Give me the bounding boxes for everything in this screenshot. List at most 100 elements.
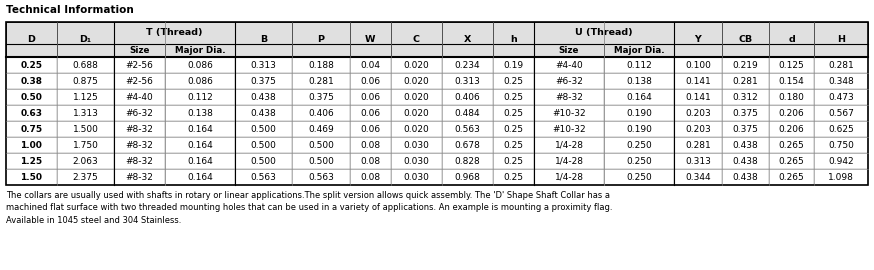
Text: 0.312: 0.312 xyxy=(732,93,759,102)
Text: D: D xyxy=(27,35,35,44)
Bar xyxy=(441,137,493,153)
Text: #8-32: #8-32 xyxy=(126,173,154,181)
Bar xyxy=(604,153,674,169)
Text: 0.100: 0.100 xyxy=(685,60,711,69)
Bar xyxy=(814,57,868,73)
Bar xyxy=(114,153,165,169)
Bar xyxy=(604,89,674,105)
Text: T (Thread): T (Thread) xyxy=(146,29,203,38)
Bar xyxy=(6,153,57,169)
Bar xyxy=(235,89,292,105)
Text: 0.06: 0.06 xyxy=(360,76,380,86)
Text: #8-32: #8-32 xyxy=(126,140,154,150)
Bar xyxy=(674,153,722,169)
Text: 0.203: 0.203 xyxy=(685,109,711,117)
Bar xyxy=(493,22,534,57)
Text: #10-32: #10-32 xyxy=(552,109,586,117)
Bar xyxy=(722,73,769,89)
Bar xyxy=(493,105,534,121)
Bar xyxy=(722,89,769,105)
Text: 0.141: 0.141 xyxy=(685,76,711,86)
Text: 0.112: 0.112 xyxy=(626,60,652,69)
Bar xyxy=(769,121,814,137)
Text: 0.438: 0.438 xyxy=(732,173,759,181)
Text: 0.25: 0.25 xyxy=(503,157,524,166)
Text: 0.281: 0.281 xyxy=(732,76,759,86)
Bar xyxy=(235,73,292,89)
Text: #2-56: #2-56 xyxy=(126,60,154,69)
Bar xyxy=(534,169,604,185)
Text: 0.250: 0.250 xyxy=(626,173,652,181)
Bar xyxy=(57,22,114,57)
Text: 0.265: 0.265 xyxy=(779,173,805,181)
Bar xyxy=(114,44,165,57)
Text: 0.250: 0.250 xyxy=(626,140,652,150)
Text: 0.438: 0.438 xyxy=(732,157,759,166)
Bar xyxy=(814,153,868,169)
Text: The collars are usually used with shafts in rotary or linear applications.The sp: The collars are usually used with shafts… xyxy=(6,191,613,225)
Bar xyxy=(350,89,391,105)
Text: 2.375: 2.375 xyxy=(73,173,99,181)
Text: 0.25: 0.25 xyxy=(503,109,524,117)
Text: 0.50: 0.50 xyxy=(20,93,42,102)
Bar xyxy=(350,169,391,185)
Bar xyxy=(814,105,868,121)
Text: #6-32: #6-32 xyxy=(126,109,154,117)
Bar xyxy=(493,57,534,73)
Text: 0.500: 0.500 xyxy=(308,157,334,166)
Bar xyxy=(493,121,534,137)
Text: 0.164: 0.164 xyxy=(187,157,213,166)
Bar xyxy=(534,105,604,121)
Text: 0.344: 0.344 xyxy=(685,173,711,181)
Text: 0.406: 0.406 xyxy=(454,93,480,102)
Bar xyxy=(292,153,350,169)
Bar xyxy=(534,73,604,89)
Bar xyxy=(292,57,350,73)
Text: 0.313: 0.313 xyxy=(251,60,276,69)
Bar xyxy=(604,73,674,89)
Bar xyxy=(114,22,235,44)
Bar xyxy=(441,105,493,121)
Text: 0.348: 0.348 xyxy=(828,76,854,86)
Bar xyxy=(165,153,235,169)
Bar xyxy=(534,89,604,105)
Text: 0.828: 0.828 xyxy=(454,157,480,166)
Bar xyxy=(441,121,493,137)
Text: 0.75: 0.75 xyxy=(20,124,43,133)
Bar xyxy=(674,57,722,73)
Bar xyxy=(292,169,350,185)
Text: 0.164: 0.164 xyxy=(187,173,213,181)
Text: 0.180: 0.180 xyxy=(779,93,805,102)
Bar xyxy=(769,169,814,185)
Bar xyxy=(493,169,534,185)
Bar xyxy=(391,22,441,57)
Text: 0.942: 0.942 xyxy=(829,157,854,166)
Text: B: B xyxy=(260,35,267,44)
Bar xyxy=(534,121,604,137)
Text: 0.04: 0.04 xyxy=(360,60,380,69)
Bar xyxy=(292,121,350,137)
Bar xyxy=(674,137,722,153)
Text: H: H xyxy=(837,35,845,44)
Bar xyxy=(350,73,391,89)
Bar xyxy=(6,22,57,57)
Bar xyxy=(235,57,292,73)
Bar xyxy=(391,73,441,89)
Bar xyxy=(292,89,350,105)
Bar xyxy=(722,22,769,57)
Bar xyxy=(769,57,814,73)
Bar xyxy=(57,73,114,89)
Text: 0.63: 0.63 xyxy=(20,109,43,117)
Text: 0.500: 0.500 xyxy=(308,140,334,150)
Text: 1.00: 1.00 xyxy=(20,140,42,150)
Bar xyxy=(6,137,57,153)
Bar xyxy=(6,22,868,185)
Text: 0.206: 0.206 xyxy=(779,109,805,117)
Bar xyxy=(391,121,441,137)
Bar xyxy=(814,169,868,185)
Bar xyxy=(235,22,292,57)
Text: 0.281: 0.281 xyxy=(828,60,854,69)
Bar xyxy=(391,137,441,153)
Bar xyxy=(165,73,235,89)
Text: 1.098: 1.098 xyxy=(828,173,854,181)
